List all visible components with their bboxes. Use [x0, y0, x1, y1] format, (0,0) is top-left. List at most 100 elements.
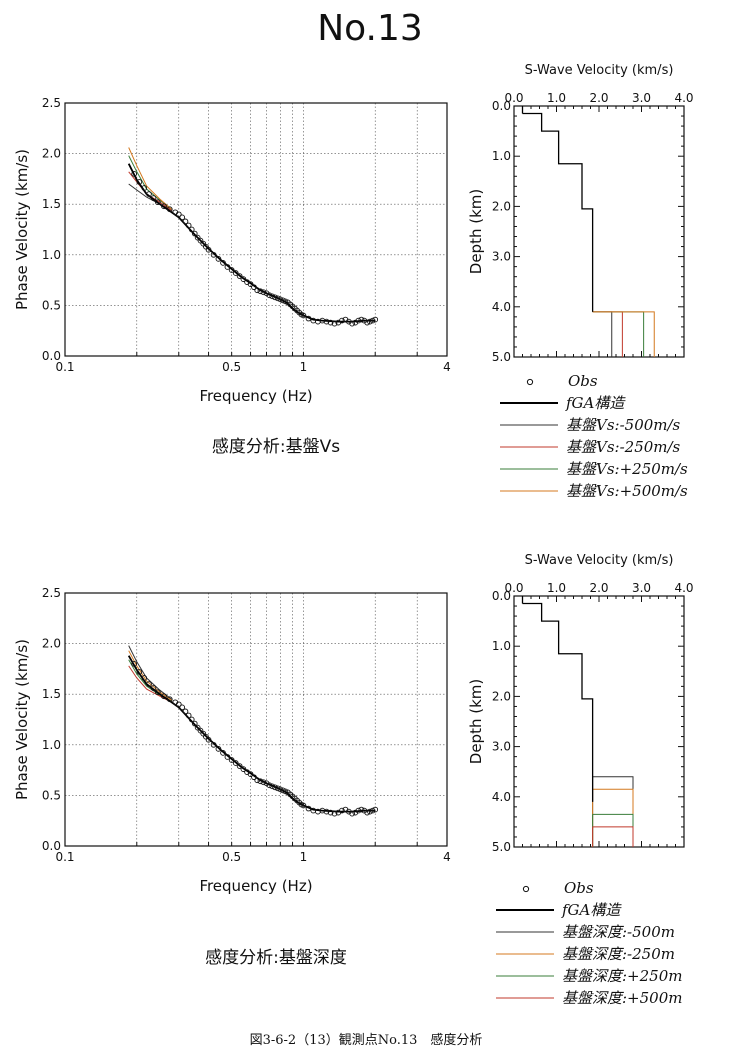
observed-point [215, 745, 222, 752]
observed-point [272, 784, 278, 791]
y-tick-label: 2.5 [42, 96, 61, 110]
observed-point [300, 312, 307, 319]
observed-point [274, 295, 281, 302]
observed-point [266, 782, 273, 789]
legend-obs-label: Obs [568, 372, 598, 390]
observed-point [327, 319, 334, 326]
y-tick-label: 2.5 [42, 586, 61, 600]
observed-point [331, 810, 338, 817]
observed-point [364, 319, 370, 326]
y-tick-label: 0.0 [42, 349, 61, 363]
observed-point [210, 741, 217, 748]
observed-point [266, 292, 273, 299]
observed-point [232, 270, 239, 276]
x-tick-label: 3.0 [632, 581, 651, 595]
x-tick-label: 0.0 [504, 91, 523, 105]
observed-point [358, 806, 365, 813]
observed-point [232, 760, 239, 766]
observed-point [272, 294, 278, 301]
profile-title: S-Wave Velocity (km/s) [525, 553, 674, 568]
observed-point [339, 807, 345, 814]
observed-point [131, 170, 138, 177]
y-tick-label: 0.5 [42, 298, 61, 312]
observed-point [260, 779, 267, 786]
x-tick-label: 4.0 [674, 91, 693, 105]
y-tick-label: 0.0 [492, 99, 511, 113]
observed-point [269, 293, 276, 300]
observed-point [154, 689, 161, 696]
observed-point [194, 724, 201, 731]
basement-variant-4 [592, 311, 655, 357]
x-tick-label: 1.0 [547, 91, 566, 105]
y-tick-label: 2.0 [492, 199, 511, 213]
y-tick-label: 2.0 [42, 637, 61, 651]
observed-point [141, 675, 148, 681]
legend-obs-label: Obs [564, 879, 594, 897]
observed-point [349, 810, 355, 817]
legend-label-3: 基盤深度:-250m [562, 945, 675, 963]
observed-point [188, 226, 195, 233]
observed-point [251, 774, 257, 781]
legend-label-1: fGA構造 [565, 394, 626, 412]
y-axis-label: Phase Velocity (km/s) [13, 639, 31, 800]
observed-point [185, 712, 192, 719]
observed-point [323, 318, 330, 325]
observed-point [166, 206, 173, 213]
observed-point [367, 318, 373, 325]
sensitivity-curve-4 [128, 147, 172, 210]
observed-point [254, 777, 261, 784]
observed-point [274, 785, 281, 792]
observed-point [372, 316, 379, 323]
x-tick-label: 4 [443, 360, 451, 374]
observed-point [247, 281, 254, 287]
legend-label-2: 基盤Vs:-500m/s [566, 416, 681, 434]
y-tick-label: 0.5 [42, 788, 61, 802]
observed-point [191, 230, 198, 237]
y-tick-label: 3.0 [492, 740, 511, 754]
y-tick-label: 4.0 [492, 790, 511, 804]
observed-point [369, 317, 376, 324]
legend-label-3: 基盤Vs:-250m/s [566, 438, 681, 456]
observed-point [228, 757, 235, 763]
observed-point [277, 786, 284, 793]
sensitivity-curve-3 [128, 155, 172, 210]
profile-frame [513, 595, 685, 848]
legend-label-5: 基盤Vs:+500m/s [566, 482, 688, 500]
x-tick-label: 0.0 [504, 581, 523, 595]
observed-point [215, 255, 222, 262]
observed-point [355, 317, 362, 324]
y-tick-label: 2.0 [42, 147, 61, 161]
observed-point [369, 807, 376, 814]
observed-point [257, 288, 264, 295]
observed-point [188, 716, 195, 723]
observed-point [327, 809, 334, 816]
observed-point [349, 320, 355, 327]
observed-point [182, 708, 189, 715]
observed-point [280, 297, 286, 304]
fga-dispersion-curve [127, 655, 376, 813]
x-tick-label: 0.1 [55, 360, 74, 374]
observed-point [175, 701, 182, 708]
legend-label-4: 基盤深度:+250m [562, 967, 682, 985]
y-tick-label: 1.0 [42, 738, 61, 752]
x-tick-label: 4.0 [674, 581, 693, 595]
x-tick-label: 1 [300, 850, 308, 864]
chart-caption: 感度分析:基盤深度 [205, 948, 347, 968]
plot-frame [64, 592, 448, 847]
y-tick-label: 5.0 [492, 840, 511, 854]
observed-point [161, 693, 167, 700]
observed-point [254, 287, 261, 294]
observed-point [331, 320, 338, 327]
y-tick-label: 1.5 [42, 687, 61, 701]
y-tick-label: 1.5 [42, 197, 61, 211]
observed-point [185, 222, 192, 229]
observed-point [182, 218, 189, 225]
legend-label-1: fGA構造 [561, 901, 622, 919]
observed-point [150, 195, 157, 201]
observed-point [367, 808, 373, 815]
x-axis-label: Frequency (Hz) [199, 877, 312, 895]
observed-point [146, 191, 152, 197]
figure-caption: 図3-6-2（13）観測点No.13 感度分析 [250, 1032, 483, 1048]
observed-point [364, 809, 370, 816]
